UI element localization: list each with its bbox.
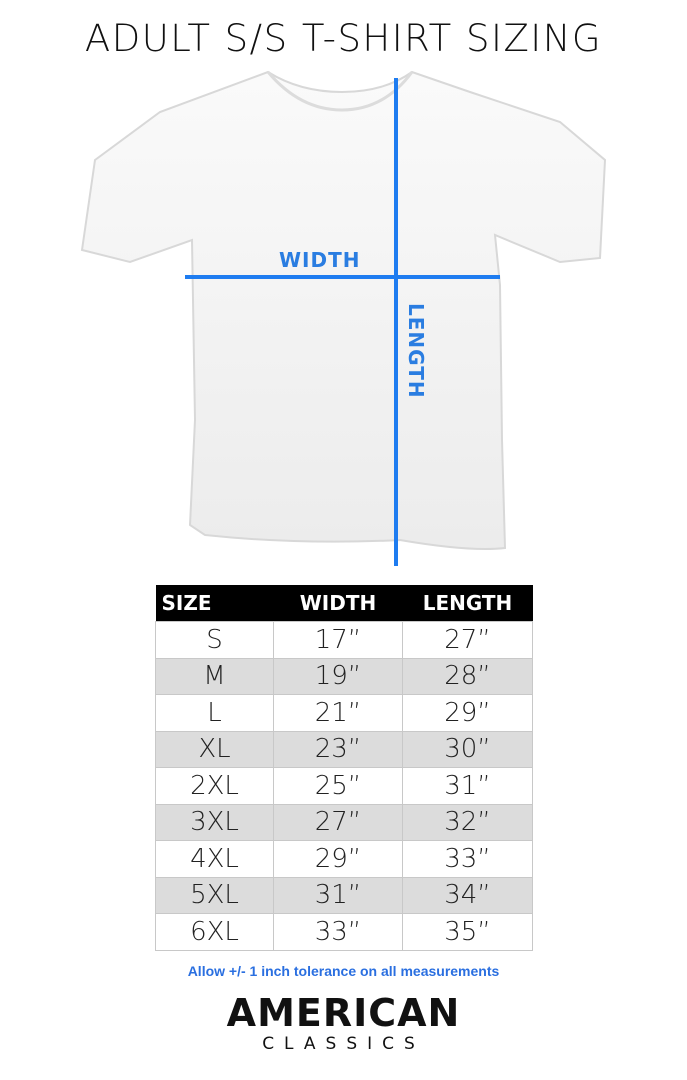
cell-width: 17”	[273, 621, 403, 659]
header-width: WIDTH	[273, 585, 403, 622]
cell-width: 27”	[273, 803, 403, 841]
cell-width: 29”	[273, 840, 403, 878]
table-row: M 19” 28”	[155, 657, 533, 695]
cell-size: 4XL	[155, 840, 274, 878]
length-label: LENGTH	[404, 303, 428, 399]
page-title: ADULT S/S T-SHIRT SIZING	[84, 17, 603, 60]
t-shirt-diagram	[80, 70, 607, 566]
table-row: XL 23” 30”	[155, 730, 533, 768]
cell-size: 3XL	[155, 803, 274, 841]
cell-width: 33”	[273, 913, 403, 951]
cell-size: 2XL	[155, 767, 274, 805]
header-size: SIZE	[155, 585, 274, 622]
cell-length: 33”	[402, 840, 533, 878]
size-chart-table: SIZE WIDTH LENGTH S 17” 27” M 19” 28” L 21” 29” X…	[155, 585, 533, 951]
cell-size: L	[155, 694, 274, 732]
cell-size: S	[155, 621, 274, 659]
logo-american: AMERICAN	[226, 991, 461, 1035]
cell-width: 21”	[273, 694, 403, 732]
table-row: S 17” 27”	[155, 621, 533, 659]
cell-length: 35”	[402, 913, 533, 951]
cell-length: 32”	[402, 803, 533, 841]
cell-length: 31”	[402, 767, 533, 805]
cell-width: 25”	[273, 767, 403, 805]
tolerance-note: Allow +/- 1 inch tolerance on all measur…	[187, 963, 500, 979]
table-row: 2XL 25” 31”	[155, 767, 533, 805]
header-length: LENGTH	[402, 585, 533, 622]
cell-length: 27”	[402, 621, 533, 659]
cell-width: 23”	[273, 730, 403, 768]
t-shirt-shape	[80, 70, 607, 550]
cell-width: 31”	[273, 876, 403, 914]
cell-size: M	[155, 657, 274, 695]
cell-length: 30”	[402, 730, 533, 768]
cell-size: XL	[155, 730, 274, 768]
cell-width: 19”	[273, 657, 403, 695]
table-row: 4XL 29” 33”	[155, 840, 533, 878]
cell-size: 5XL	[155, 876, 274, 914]
cell-length: 34”	[402, 876, 533, 914]
table-row: L 21” 29”	[155, 694, 533, 732]
collar	[266, 71, 414, 112]
table-row: 3XL 27” 32”	[155, 803, 533, 841]
table-row: 6XL 33” 35”	[155, 913, 533, 951]
logo-classics: CLASSICS	[262, 1034, 425, 1054]
cell-length: 28”	[402, 657, 533, 695]
width-label: WIDTH	[279, 248, 361, 272]
cell-length: 29”	[402, 694, 533, 732]
cell-size: 6XL	[155, 913, 274, 951]
table-row: 5XL 31” 34”	[155, 876, 533, 914]
